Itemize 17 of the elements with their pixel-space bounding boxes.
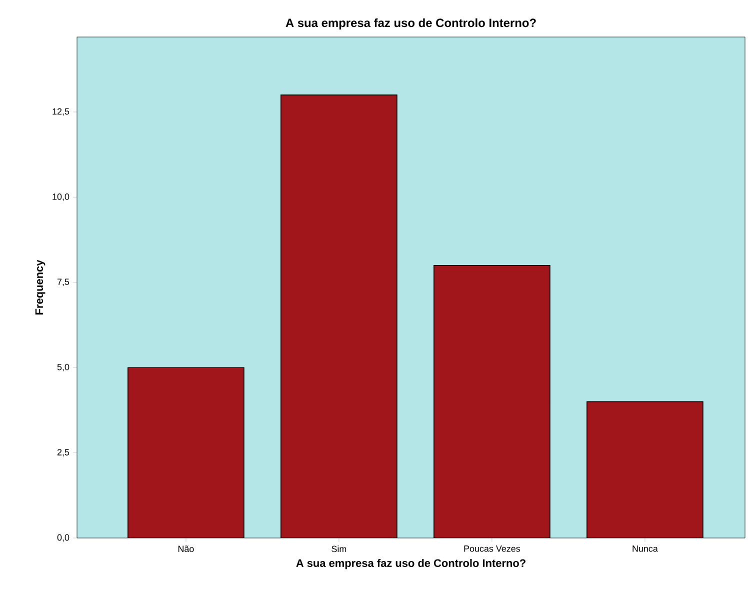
y-tick-label: 2,5 — [57, 449, 70, 456]
y-tick-label: 12,5 — [52, 108, 70, 116]
bar — [128, 367, 244, 538]
chart-title: A sua empresa faz uso de Controlo Interno? — [286, 18, 536, 30]
x-tick-label: Poucas Vezes — [464, 546, 520, 552]
bar — [434, 264, 550, 538]
x-axis-title: A sua empresa faz uso de Controlo Interno? — [296, 558, 526, 570]
y-tick-label: 0,0 — [57, 534, 70, 542]
x-tick-label: Nunca — [632, 546, 658, 552]
x-tick-label: Sim — [332, 546, 346, 552]
y-axis-title: Frequency — [35, 260, 46, 314]
bar — [280, 94, 397, 538]
bar — [586, 401, 704, 538]
x-tick-label: Não — [178, 546, 194, 552]
y-tick-label: 5,0 — [57, 364, 70, 372]
y-tick-label: 7,5 — [57, 278, 70, 286]
y-tick-label: 10,0 — [52, 193, 70, 201]
